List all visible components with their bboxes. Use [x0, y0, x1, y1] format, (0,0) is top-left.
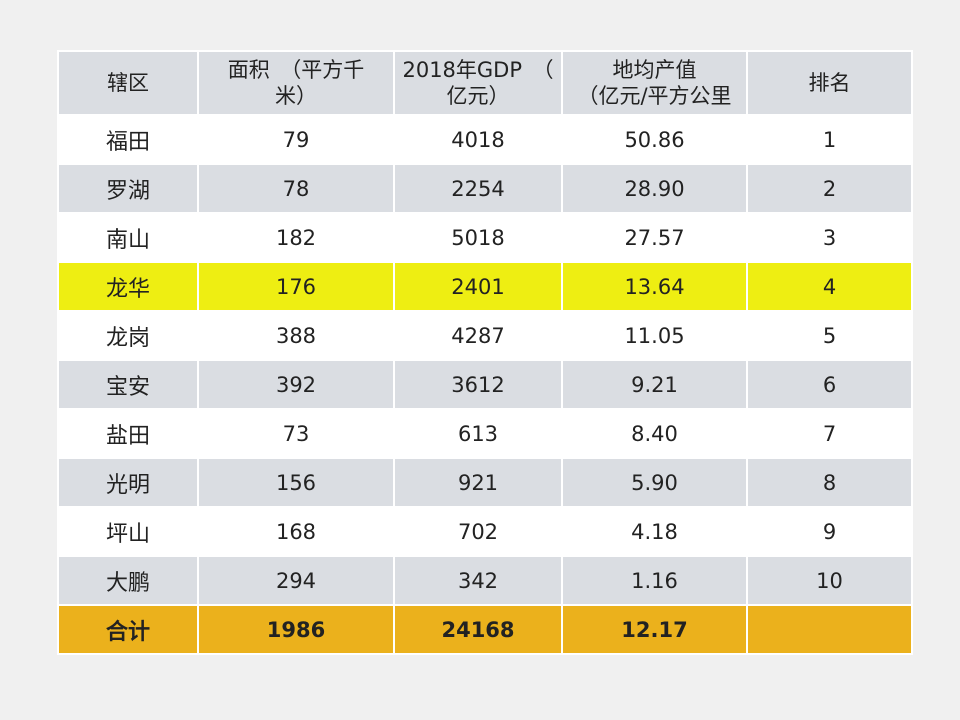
total-area: 1986	[197, 604, 395, 655]
table-row: 大鹏 294 342 1.16 10	[57, 555, 913, 606]
cell-area: 294	[197, 555, 395, 606]
cell-district: 坪山	[57, 506, 199, 557]
header-density: 地均产值 （亿元/平方公里	[561, 50, 748, 116]
cell-density: 50.86	[561, 114, 748, 165]
cell-density: 27.57	[561, 212, 748, 263]
cell-density: 8.40	[561, 408, 748, 459]
cell-district: 宝安	[57, 359, 199, 410]
cell-gdp: 2254	[393, 163, 563, 214]
cell-density: 1.16	[561, 555, 748, 606]
cell-rank: 1	[746, 114, 913, 165]
header-density-line2: （亿元/平方公里	[577, 84, 732, 108]
cell-area: 168	[197, 506, 395, 557]
table-total-row: 合计 1986 24168 12.17	[57, 604, 913, 655]
table-row-highlighted: 龙华 176 2401 13.64 4	[57, 261, 913, 312]
cell-district: 福田	[57, 114, 199, 165]
header-gdp-line1: 2018年GDP （	[402, 58, 554, 82]
cell-density: 28.90	[561, 163, 748, 214]
cell-district: 光明	[57, 457, 199, 508]
cell-gdp: 4018	[393, 114, 563, 165]
cell-rank: 2	[746, 163, 913, 214]
table-row: 坪山 168 702 4.18 9	[57, 506, 913, 557]
cell-area: 156	[197, 457, 395, 508]
cell-district: 罗湖	[57, 163, 199, 214]
header-district: 辖区	[57, 50, 199, 116]
cell-area: 392	[197, 359, 395, 410]
table-row: 南山 182 5018 27.57 3	[57, 212, 913, 263]
cell-density: 9.21	[561, 359, 748, 410]
header-area-line1: 面积 （平方千	[227, 58, 365, 82]
cell-rank: 4	[746, 261, 913, 312]
cell-district: 龙岗	[57, 310, 199, 361]
cell-density: 4.18	[561, 506, 748, 557]
cell-gdp: 5018	[393, 212, 563, 263]
header-gdp-line2: 亿元）	[446, 84, 510, 108]
total-label: 合计	[57, 604, 199, 655]
cell-area: 182	[197, 212, 395, 263]
cell-rank: 3	[746, 212, 913, 263]
cell-rank: 10	[746, 555, 913, 606]
cell-rank: 6	[746, 359, 913, 410]
header-rank-label: 排名	[808, 71, 851, 95]
cell-gdp: 4287	[393, 310, 563, 361]
cell-area: 388	[197, 310, 395, 361]
cell-area: 73	[197, 408, 395, 459]
gdp-density-table-container: 辖区 面积 （平方千 米） 2018年GDP （ 亿元） 地均产值 （亿元/平方…	[57, 50, 913, 655]
cell-density: 11.05	[561, 310, 748, 361]
table-row: 罗湖 78 2254 28.90 2	[57, 163, 913, 214]
header-density-line1: 地均产值	[612, 58, 697, 82]
total-gdp: 24168	[393, 604, 563, 655]
cell-gdp: 921	[393, 457, 563, 508]
cell-district: 龙华	[57, 261, 199, 312]
cell-gdp: 613	[393, 408, 563, 459]
table-row: 龙岗 388 4287 11.05 5	[57, 310, 913, 361]
cell-district: 大鹏	[57, 555, 199, 606]
cell-density: 13.64	[561, 261, 748, 312]
cell-area: 78	[197, 163, 395, 214]
cell-district: 南山	[57, 212, 199, 263]
table-body: 福田 79 4018 50.86 1 罗湖 78 2254 28.90 2 南山…	[57, 114, 913, 655]
cell-area: 176	[197, 261, 395, 312]
cell-rank: 7	[746, 408, 913, 459]
total-rank	[746, 604, 913, 655]
header-area: 面积 （平方千 米）	[197, 50, 395, 116]
header-rank: 排名	[746, 50, 913, 116]
header-gdp: 2018年GDP （ 亿元）	[393, 50, 563, 116]
header-district-label: 辖区	[107, 71, 149, 95]
table-row: 盐田 73 613 8.40 7	[57, 408, 913, 459]
header-area-line2: 米）	[275, 84, 317, 108]
gdp-density-table: 辖区 面积 （平方千 米） 2018年GDP （ 亿元） 地均产值 （亿元/平方…	[57, 50, 913, 655]
table-row: 福田 79 4018 50.86 1	[57, 114, 913, 165]
cell-rank: 8	[746, 457, 913, 508]
cell-gdp: 702	[393, 506, 563, 557]
table-header-row: 辖区 面积 （平方千 米） 2018年GDP （ 亿元） 地均产值 （亿元/平方…	[57, 50, 913, 116]
cell-district: 盐田	[57, 408, 199, 459]
cell-area: 79	[197, 114, 395, 165]
table-row: 光明 156 921 5.90 8	[57, 457, 913, 508]
cell-gdp: 3612	[393, 359, 563, 410]
total-density: 12.17	[561, 604, 748, 655]
cell-density: 5.90	[561, 457, 748, 508]
cell-rank: 5	[746, 310, 913, 361]
cell-gdp: 2401	[393, 261, 563, 312]
cell-rank: 9	[746, 506, 913, 557]
cell-gdp: 342	[393, 555, 563, 606]
table-row: 宝安 392 3612 9.21 6	[57, 359, 913, 410]
